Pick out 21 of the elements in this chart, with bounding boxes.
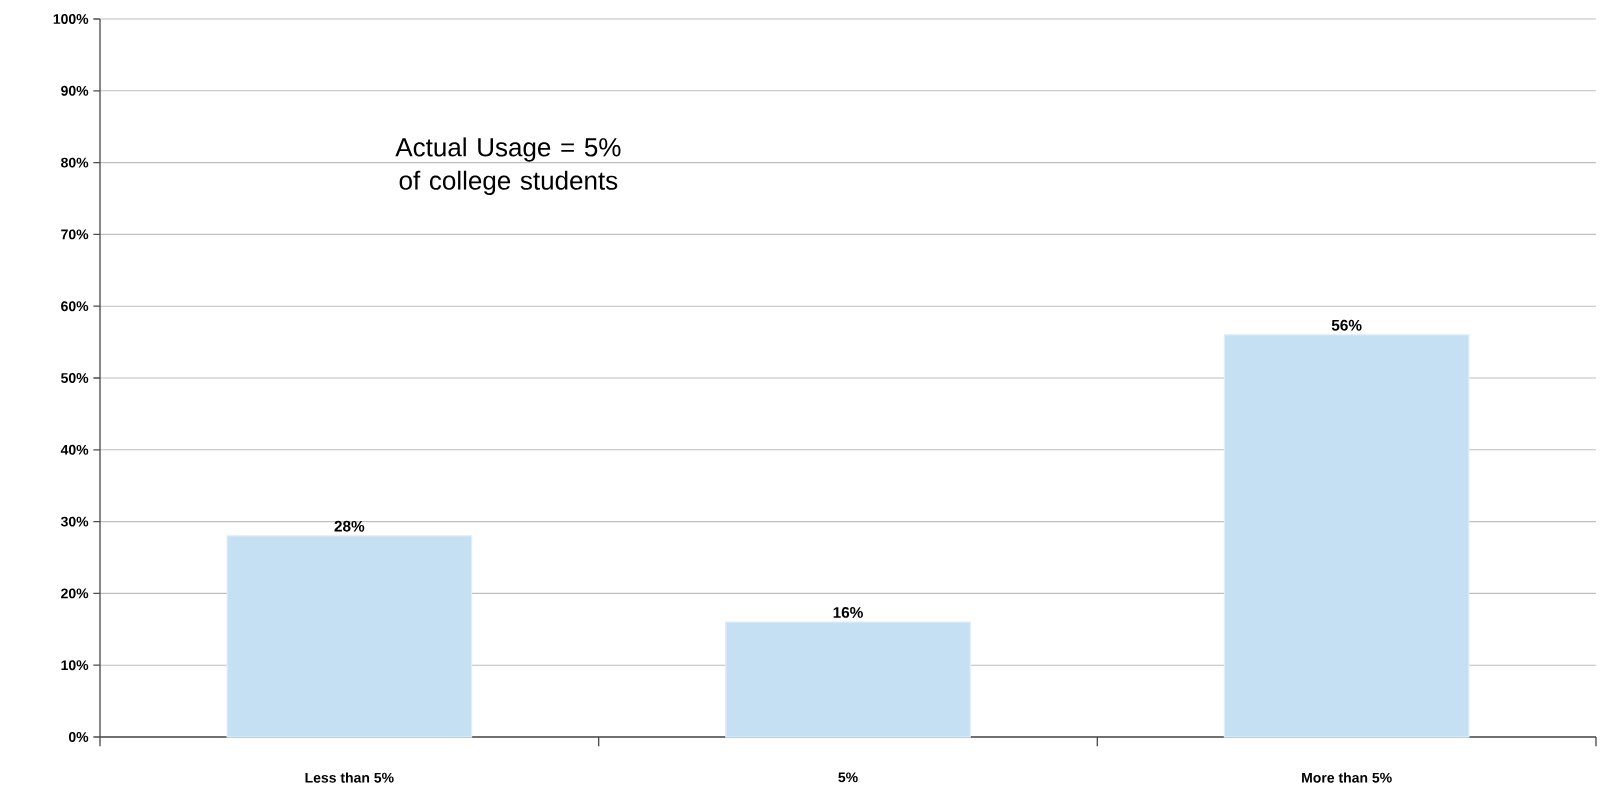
data-label: 16% <box>833 607 863 618</box>
y-tick-label: 80% <box>61 157 89 168</box>
bar <box>1223 334 1470 738</box>
annotation: Actual Usage = 5% of college students <box>395 137 621 195</box>
y-tick-label: 30% <box>60 516 89 527</box>
bar <box>226 535 473 738</box>
y-tick-label: 90% <box>61 85 89 96</box>
data-label: 28% <box>334 520 365 532</box>
y-tick-label: 70% <box>61 229 89 240</box>
bar <box>725 621 971 738</box>
data-label: 56% <box>1331 319 1362 331</box>
y-tick-label: 0% <box>68 732 89 742</box>
y-tick-label: 50% <box>61 373 89 383</box>
y-tick-label: 60% <box>61 301 89 312</box>
x-tick-label: 5% <box>838 772 858 783</box>
x-tick-label: More than 5% <box>1302 772 1392 783</box>
y-tick-label: 100% <box>53 14 89 24</box>
y-tick-label: 20% <box>61 588 89 599</box>
y-tick-label: 10% <box>61 660 89 671</box>
y-tick-label: 40% <box>60 444 89 455</box>
x-tick-label: Less than 5% <box>305 772 394 783</box>
